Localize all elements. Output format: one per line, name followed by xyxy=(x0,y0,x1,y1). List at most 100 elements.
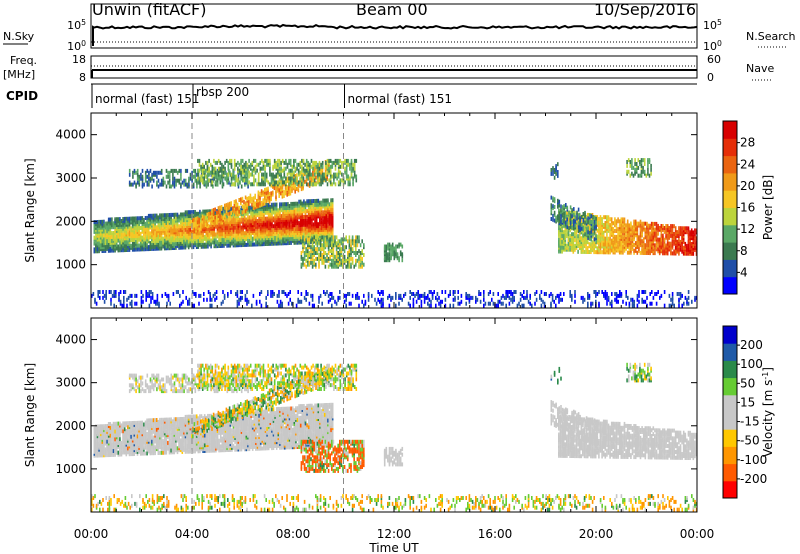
power-cell xyxy=(209,211,212,216)
power-cell xyxy=(93,235,96,240)
power-cell xyxy=(318,172,321,177)
power-cell xyxy=(325,198,328,203)
power-cell xyxy=(361,256,363,261)
power-cell xyxy=(288,182,290,187)
power-cell xyxy=(240,225,243,230)
power-cell xyxy=(278,162,281,167)
power-cell xyxy=(286,162,289,167)
power-cell xyxy=(230,180,233,185)
power-cell xyxy=(278,166,281,171)
power-cell xyxy=(277,168,279,173)
power-cell xyxy=(138,243,140,248)
power-cell xyxy=(277,162,279,167)
power-cell xyxy=(157,215,160,220)
power-cell xyxy=(347,162,350,167)
power-cell xyxy=(655,231,658,236)
power-cell xyxy=(186,168,189,173)
power-cell xyxy=(303,262,306,267)
power-cell xyxy=(331,182,334,187)
power-cell xyxy=(324,256,327,261)
power-cell xyxy=(127,230,129,235)
power-cell xyxy=(574,243,576,248)
power-cell xyxy=(261,172,263,177)
power-cell xyxy=(241,164,244,169)
power-cell xyxy=(242,221,244,226)
power-cell xyxy=(264,158,266,163)
power-cell xyxy=(183,212,185,217)
nave-tick-low: 0 xyxy=(707,71,714,84)
power-cell xyxy=(258,228,260,233)
power-cell xyxy=(329,249,331,254)
power-cell xyxy=(658,225,661,230)
power-cell xyxy=(294,185,296,190)
power-cell xyxy=(322,202,324,207)
power-cell xyxy=(618,223,621,228)
power-cell xyxy=(248,215,251,220)
power-cell xyxy=(626,235,629,240)
power-cell xyxy=(260,189,263,194)
power-cell xyxy=(665,224,667,228)
power-cell xyxy=(259,195,261,200)
power-cell xyxy=(331,258,333,263)
power-cell xyxy=(171,218,174,223)
power-cell xyxy=(165,244,168,249)
power-cell xyxy=(208,212,210,216)
power-cell xyxy=(264,222,267,227)
power-cell xyxy=(143,218,145,222)
power-cell xyxy=(352,162,354,167)
power-cell xyxy=(295,215,297,220)
power-cell xyxy=(223,232,225,237)
power-cell xyxy=(240,184,243,189)
power-cell xyxy=(304,162,306,167)
power-cell xyxy=(646,229,648,234)
power-cell xyxy=(291,180,294,185)
power-cell xyxy=(318,160,321,165)
power-cell xyxy=(639,231,642,236)
power-cell xyxy=(265,162,268,167)
power-cell xyxy=(130,182,133,187)
power-cell xyxy=(280,166,282,171)
power-cell xyxy=(646,237,648,242)
power-cell xyxy=(574,238,576,243)
power-cell xyxy=(165,224,168,229)
power-cell xyxy=(319,200,321,205)
power-cell xyxy=(355,158,358,163)
power-cell xyxy=(294,158,297,163)
power-cell xyxy=(140,176,142,181)
power-cell xyxy=(99,225,102,230)
power-cell xyxy=(599,222,602,227)
power-cell xyxy=(214,221,216,226)
power-cell xyxy=(348,235,351,240)
power-cell xyxy=(275,172,278,177)
power-cell xyxy=(598,220,600,225)
power-cell xyxy=(401,252,404,257)
power-cell xyxy=(148,170,150,175)
power-cell xyxy=(294,176,297,181)
power-cell xyxy=(275,164,278,169)
power-cell xyxy=(248,158,250,163)
power-cell xyxy=(232,172,234,177)
power-cell xyxy=(198,168,201,173)
power-cell xyxy=(219,213,221,218)
power-cell xyxy=(248,164,250,169)
power-cell xyxy=(353,264,355,269)
power-cell xyxy=(314,218,316,223)
power-cell xyxy=(331,235,333,240)
power-cell xyxy=(266,220,268,225)
power-cell xyxy=(320,200,323,205)
power-cell xyxy=(262,180,265,185)
power-cell xyxy=(604,236,607,241)
power-cell xyxy=(154,221,156,226)
power-cell xyxy=(309,162,311,167)
power-cell xyxy=(265,195,268,200)
power-cell xyxy=(128,168,131,173)
power-cell xyxy=(658,249,661,254)
power-cell xyxy=(649,235,651,240)
power-cell xyxy=(296,213,299,218)
power-cell xyxy=(393,246,396,251)
power-cell xyxy=(112,231,115,235)
power-cell xyxy=(607,219,610,224)
power-cell xyxy=(326,158,329,163)
power-cell xyxy=(256,198,258,203)
power-cell xyxy=(227,212,229,217)
